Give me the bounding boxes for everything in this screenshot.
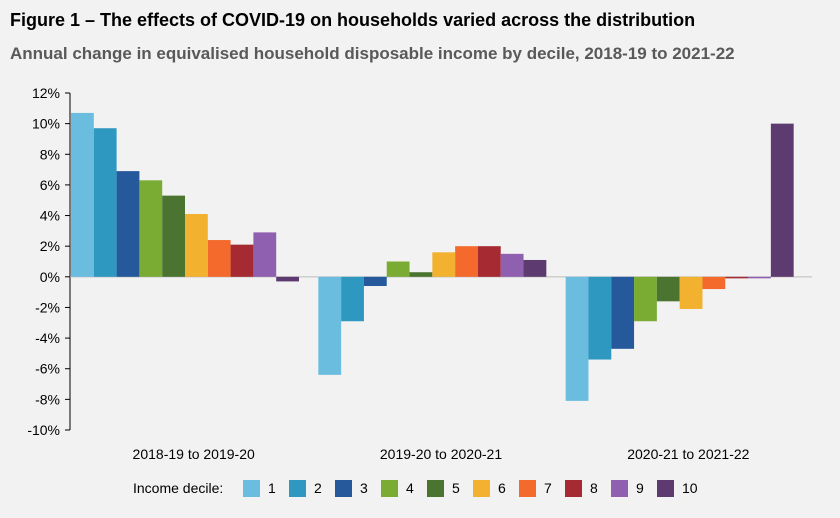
- bar: [679, 276, 703, 309]
- legend-swatch: [381, 480, 398, 497]
- legend-label: 2: [314, 480, 322, 496]
- x-category-label: 2018-19 to 2019-20: [133, 446, 255, 462]
- bar: [207, 240, 231, 277]
- bar: [139, 180, 163, 277]
- bar: [748, 276, 771, 279]
- y-tick-label: 6%: [40, 177, 60, 193]
- legend-swatch: [565, 480, 582, 497]
- y-tick-label: 2%: [40, 238, 60, 254]
- y-tick-label: -2%: [35, 299, 60, 315]
- bar: [409, 272, 433, 277]
- bar: [725, 276, 749, 279]
- legend-label: 3: [360, 480, 368, 496]
- y-tick-label: 12%: [32, 85, 60, 101]
- bar: [185, 214, 208, 277]
- bar: [770, 123, 794, 277]
- bar: [253, 232, 277, 277]
- legend-title: Income decile:: [133, 480, 223, 496]
- y-tick-label: -6%: [35, 361, 60, 377]
- y-tick-label: 4%: [40, 208, 60, 224]
- y-tick-label: 0%: [40, 269, 60, 285]
- legend-label: 5: [452, 480, 460, 496]
- bar: [523, 259, 547, 277]
- legend-swatch: [611, 480, 628, 497]
- legend-label: 6: [498, 480, 506, 496]
- bar: [230, 244, 254, 277]
- bar: [93, 128, 117, 277]
- x-category-label: 2020-21 to 2021-22: [627, 446, 749, 462]
- x-category-label: 2019-20 to 2020-21: [380, 446, 502, 462]
- bar: [432, 252, 456, 277]
- bar: [341, 276, 364, 322]
- legend-swatch: [657, 480, 674, 497]
- y-tick-label: -8%: [35, 391, 60, 407]
- bar: [634, 276, 657, 322]
- bar: [656, 276, 680, 302]
- bar: [386, 261, 410, 277]
- legend-swatch: [519, 480, 536, 497]
- chart-subtitle: Annual change in equivalised household d…: [10, 44, 735, 63]
- bar: [611, 276, 635, 349]
- legend-swatch: [427, 480, 444, 497]
- legend-label: 8: [590, 480, 598, 496]
- legend-label: 9: [636, 480, 644, 496]
- legend-label: 4: [406, 480, 414, 496]
- y-tick-label: -10%: [27, 422, 60, 438]
- bar: [565, 276, 589, 401]
- bar: [477, 246, 501, 277]
- bar: [363, 276, 387, 287]
- legend-swatch: [289, 480, 306, 497]
- legend-label: 1: [268, 480, 276, 496]
- legend-swatch: [243, 480, 260, 497]
- bar: [455, 246, 478, 277]
- bar: [276, 276, 299, 282]
- legend-swatch: [335, 480, 352, 497]
- bar: [318, 276, 342, 375]
- chart-title: Figure 1 – The effects of COVID-19 on ho…: [10, 10, 696, 30]
- y-tick-label: 10%: [32, 116, 60, 132]
- bar: [500, 253, 524, 277]
- bar: [71, 112, 94, 277]
- y-tick-label: 8%: [40, 146, 60, 162]
- bar: [702, 276, 726, 290]
- legend-label: 10: [682, 480, 698, 496]
- y-tick-label: -4%: [35, 330, 60, 346]
- legend-label: 7: [544, 480, 552, 496]
- bar: [116, 171, 140, 277]
- bar: [588, 276, 612, 360]
- bar: [162, 195, 185, 277]
- legend-swatch: [473, 480, 490, 497]
